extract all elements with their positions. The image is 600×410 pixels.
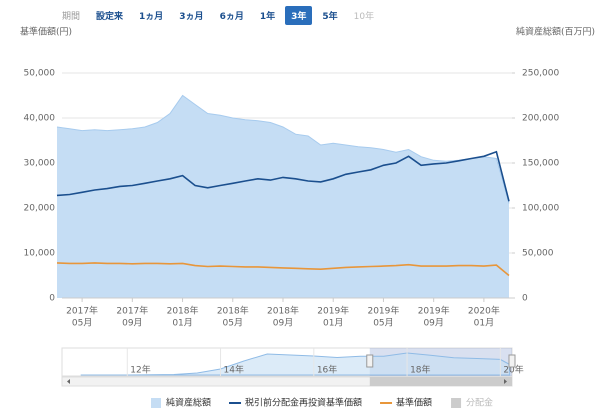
scroll-left-arrow: [67, 379, 70, 384]
y2-tick-label: 250,000: [522, 69, 559, 79]
x-tick-label: 05月: [72, 318, 92, 329]
x-tick-label: 09月: [273, 318, 293, 329]
period-button[interactable]: 5年: [322, 11, 338, 22]
legend-swatch: [380, 402, 393, 404]
area-fill: [57, 95, 509, 298]
period-button[interactable]: 設定来: [96, 11, 124, 22]
y-tick-label: 10,000: [24, 249, 56, 259]
x-tick-label: 2019年: [317, 305, 349, 317]
navigator-tick-label: 18年: [410, 364, 430, 376]
period-selector: 期間 設定来 1ヵ月 3ヵ月 6ヵ月 1年 3年 5年 10年: [62, 5, 384, 25]
y2-tick-label: 0: [522, 294, 528, 304]
legend-label: 分配金: [466, 397, 493, 409]
y-axis-title: 基準価額(円): [20, 26, 72, 38]
y-tick-label: 0: [49, 294, 55, 304]
legend-item[interactable]: 基準価額: [380, 397, 432, 409]
x-tick-label: 01月: [172, 318, 192, 329]
plot: [56, 94, 510, 298]
x-tick-label: 2019年: [418, 305, 450, 317]
legend-label: 税引前分配金再投資基準価額: [245, 397, 362, 409]
legend-swatch: [229, 402, 242, 404]
x-tick-label: 09月: [122, 318, 142, 329]
navigator-tick-label: 20年: [503, 364, 523, 376]
period-button: 10年: [353, 11, 375, 22]
line: [56, 150, 510, 202]
legend-swatch: [451, 398, 462, 408]
y-tick-label: 40,000: [24, 114, 56, 124]
line: [56, 262, 510, 277]
x-tick-label: 09月: [423, 318, 443, 329]
period-button[interactable]: 1年: [259, 11, 276, 22]
x-tick-label: 2018年: [267, 305, 299, 317]
period-button[interactable]: 3ヵ月: [179, 11, 204, 22]
y-tick-label: 20,000: [24, 204, 56, 214]
navigator-tick-label: 12年: [130, 364, 150, 376]
legend-swatch: [151, 398, 161, 408]
navigator-tick-label: 16年: [317, 364, 337, 376]
x-tick-label: 2017年: [116, 305, 148, 317]
area-line: [56, 94, 510, 204]
y2-tick-label: 200,000: [522, 114, 559, 124]
x-tick-label: 01月: [474, 318, 494, 329]
period-button[interactable]: 6ヵ月: [219, 11, 244, 22]
x-tick-label: 2019年: [367, 305, 399, 317]
legend-item[interactable]: 税引前分配金再投資基準価額: [229, 397, 362, 409]
navigator-handle[interactable]: [366, 354, 374, 368]
y2-tick-label: 100,000: [522, 204, 559, 214]
x-tick-label: 2017年: [66, 305, 98, 317]
navigator-tick-label: 14年: [224, 364, 244, 376]
scrollbar-thumb[interactable]: [369, 377, 512, 386]
legend-item[interactable]: 分配金: [451, 397, 493, 409]
y-tick-label: 50,000: [24, 69, 56, 79]
x-tick-label: 2018年: [167, 305, 199, 317]
scroll-right-arrow: [504, 379, 507, 384]
legend-label: 基準価額: [396, 397, 432, 409]
x-tick-label: 2020年: [468, 305, 500, 317]
x-tick-label: 05月: [373, 318, 393, 329]
navigator-handle[interactable]: [508, 354, 516, 368]
y2-tick-label: 50,000: [522, 249, 554, 259]
y2-axis-title: 純資産総額(百万円): [516, 26, 595, 38]
legend-label: 純資産総額: [166, 397, 211, 409]
x-tick-label: 01月: [323, 318, 343, 329]
x-tick-label: 05月: [223, 318, 243, 329]
navigator-area: [80, 352, 511, 376]
period-label: 期間: [62, 11, 81, 22]
period-button[interactable]: 3年: [285, 5, 313, 25]
y2-tick-label: 150,000: [522, 159, 559, 169]
y-tick-label: 30,000: [24, 159, 56, 169]
x-tick-label: 2018年: [217, 305, 249, 317]
period-button[interactable]: 1ヵ月: [139, 11, 164, 22]
legend-item[interactable]: 純資産総額: [151, 397, 211, 409]
